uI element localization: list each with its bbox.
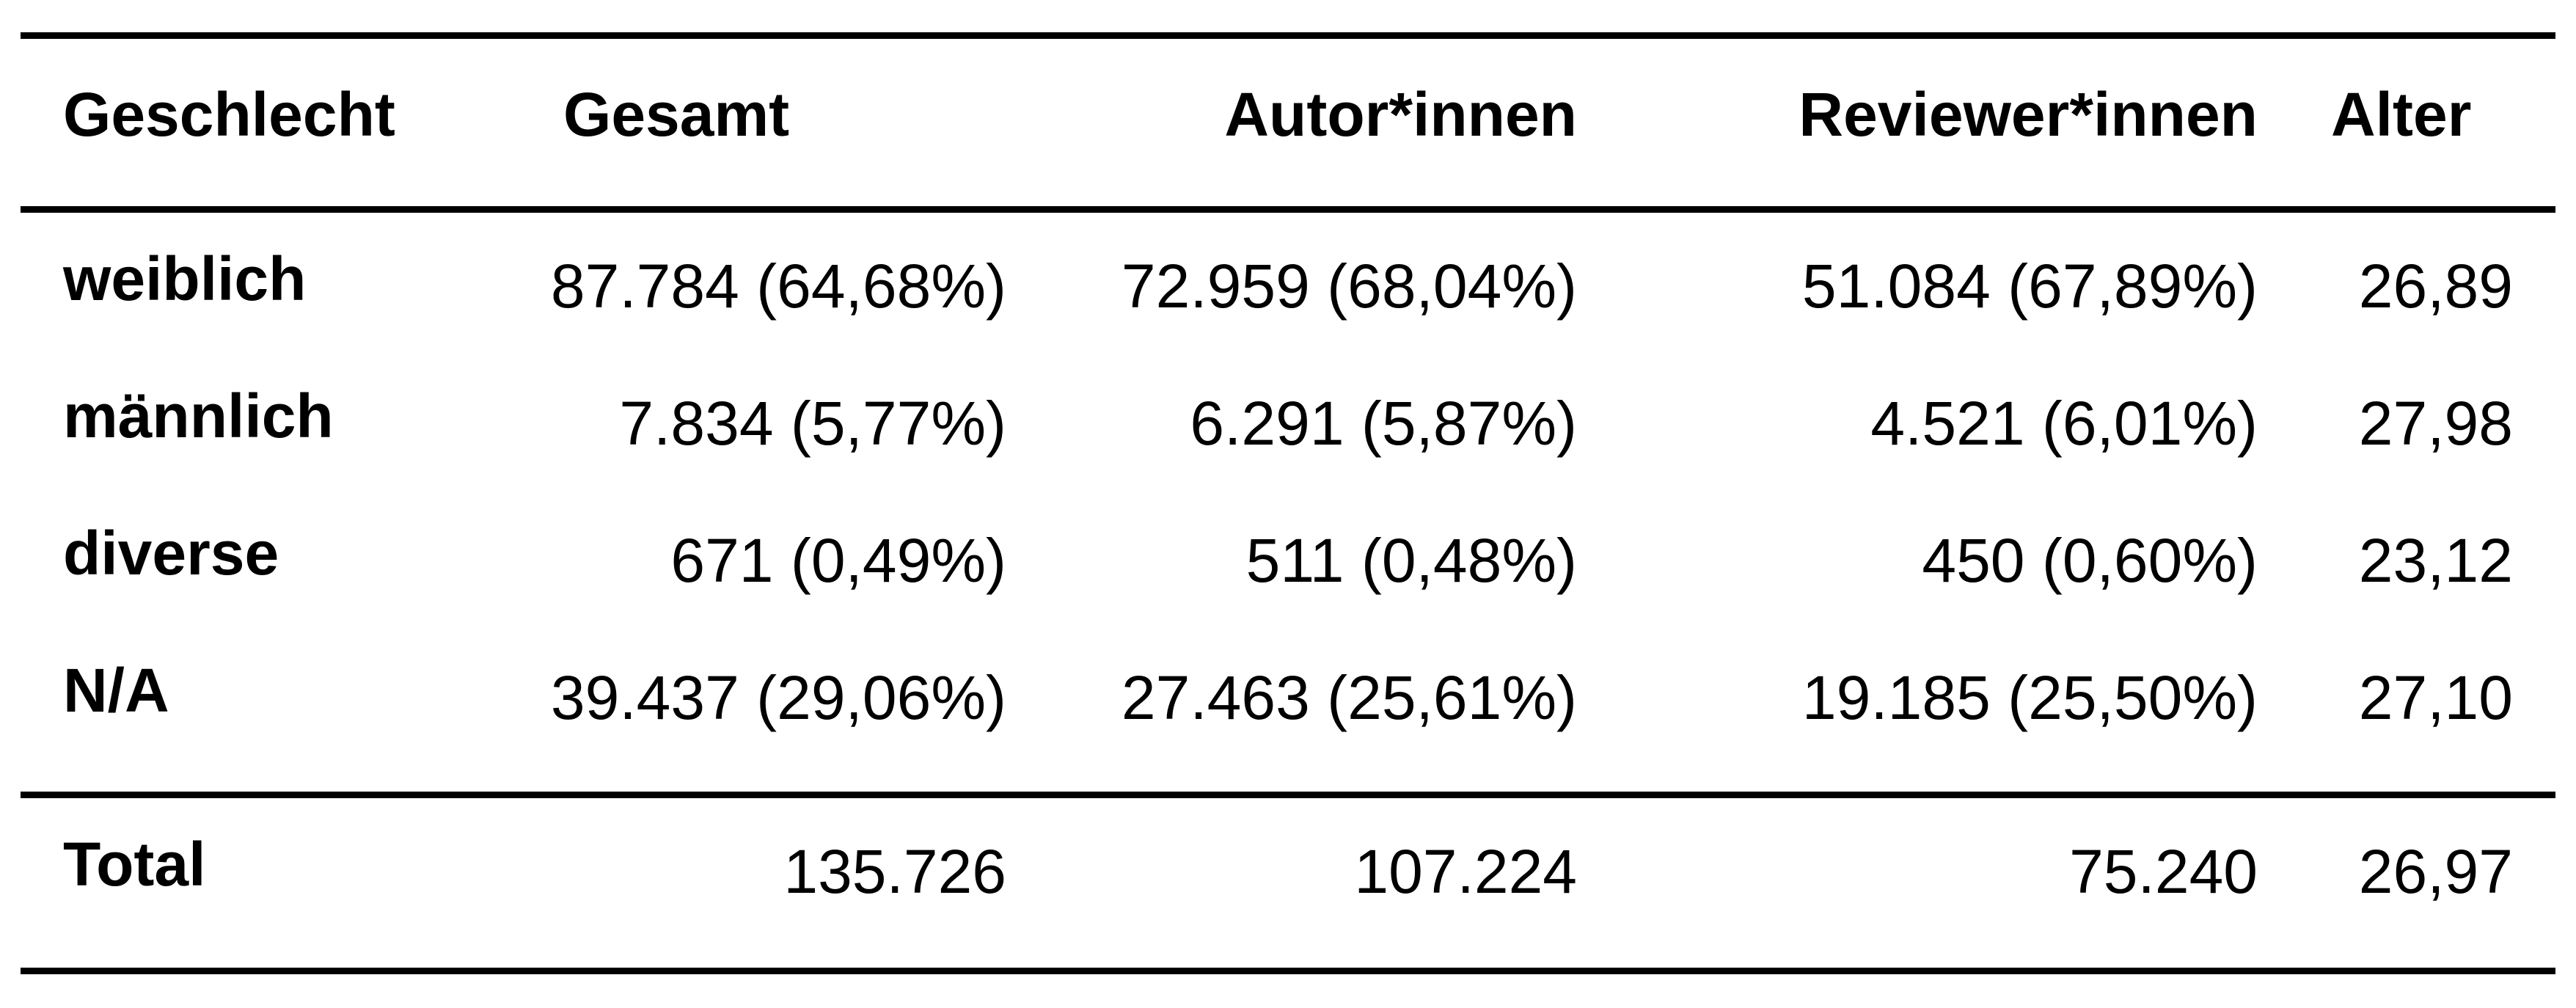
table-top-rule [21,32,2555,39]
cell-total-autorinnen: 107.224 [1354,837,1577,906]
gender-statistics-table: Geschlecht Gesamt Autor*innen Reviewer*i… [21,0,2555,1008]
cell-na-alter: 27,10 [2358,663,2513,732]
cell-total-alter: 26,97 [2358,837,2513,906]
total-separator-rule [21,792,2555,798]
cell-na-autorinnen: 27.463 (25,61%) [1121,663,1577,732]
header-gesamt: Gesamt [563,80,790,149]
cell-maennlich-reviewerinnen: 4.521 (6,01%) [1870,389,2258,458]
cell-maennlich-alter: 27,98 [2358,389,2513,458]
row-label-diverse: diverse [63,519,279,588]
table-bottom-rule [21,968,2555,974]
cell-diverse-alter: 23,12 [2358,526,2513,595]
cell-maennlich-gesamt: 7.834 (5,77%) [619,389,1006,458]
cell-diverse-autorinnen: 511 (0,48%) [1245,526,1577,595]
header-bottom-rule [21,206,2555,213]
cell-weiblich-reviewerinnen: 51.084 (67,89%) [1801,252,2258,321]
cell-total-reviewerinnen: 75.240 [2069,837,2258,906]
header-reviewerinnen: Reviewer*innen [1799,80,2258,149]
row-label-na: N/A [63,656,169,725]
header-geschlecht: Geschlecht [63,80,395,149]
cell-maennlich-autorinnen: 6.291 (5,87%) [1190,389,1577,458]
cell-total-gesamt: 135.726 [783,837,1006,906]
row-label-weiblich: weiblich [63,244,307,313]
header-autorinnen: Autor*innen [1224,80,1577,149]
row-label-maennlich: männlich [63,381,334,450]
cell-weiblich-alter: 26,89 [2358,252,2513,321]
cell-weiblich-gesamt: 87.784 (64,68%) [550,252,1006,321]
cell-diverse-gesamt: 671 (0,49%) [670,526,1006,595]
cell-na-reviewerinnen: 19.185 (25,50%) [1801,663,2258,732]
cell-diverse-reviewerinnen: 450 (0,60%) [1922,526,2258,595]
cell-weiblich-autorinnen: 72.959 (68,04%) [1121,252,1577,321]
header-alter: Alter [2331,80,2472,149]
row-label-total: Total [63,830,206,899]
cell-na-gesamt: 39.437 (29,06%) [550,663,1006,732]
